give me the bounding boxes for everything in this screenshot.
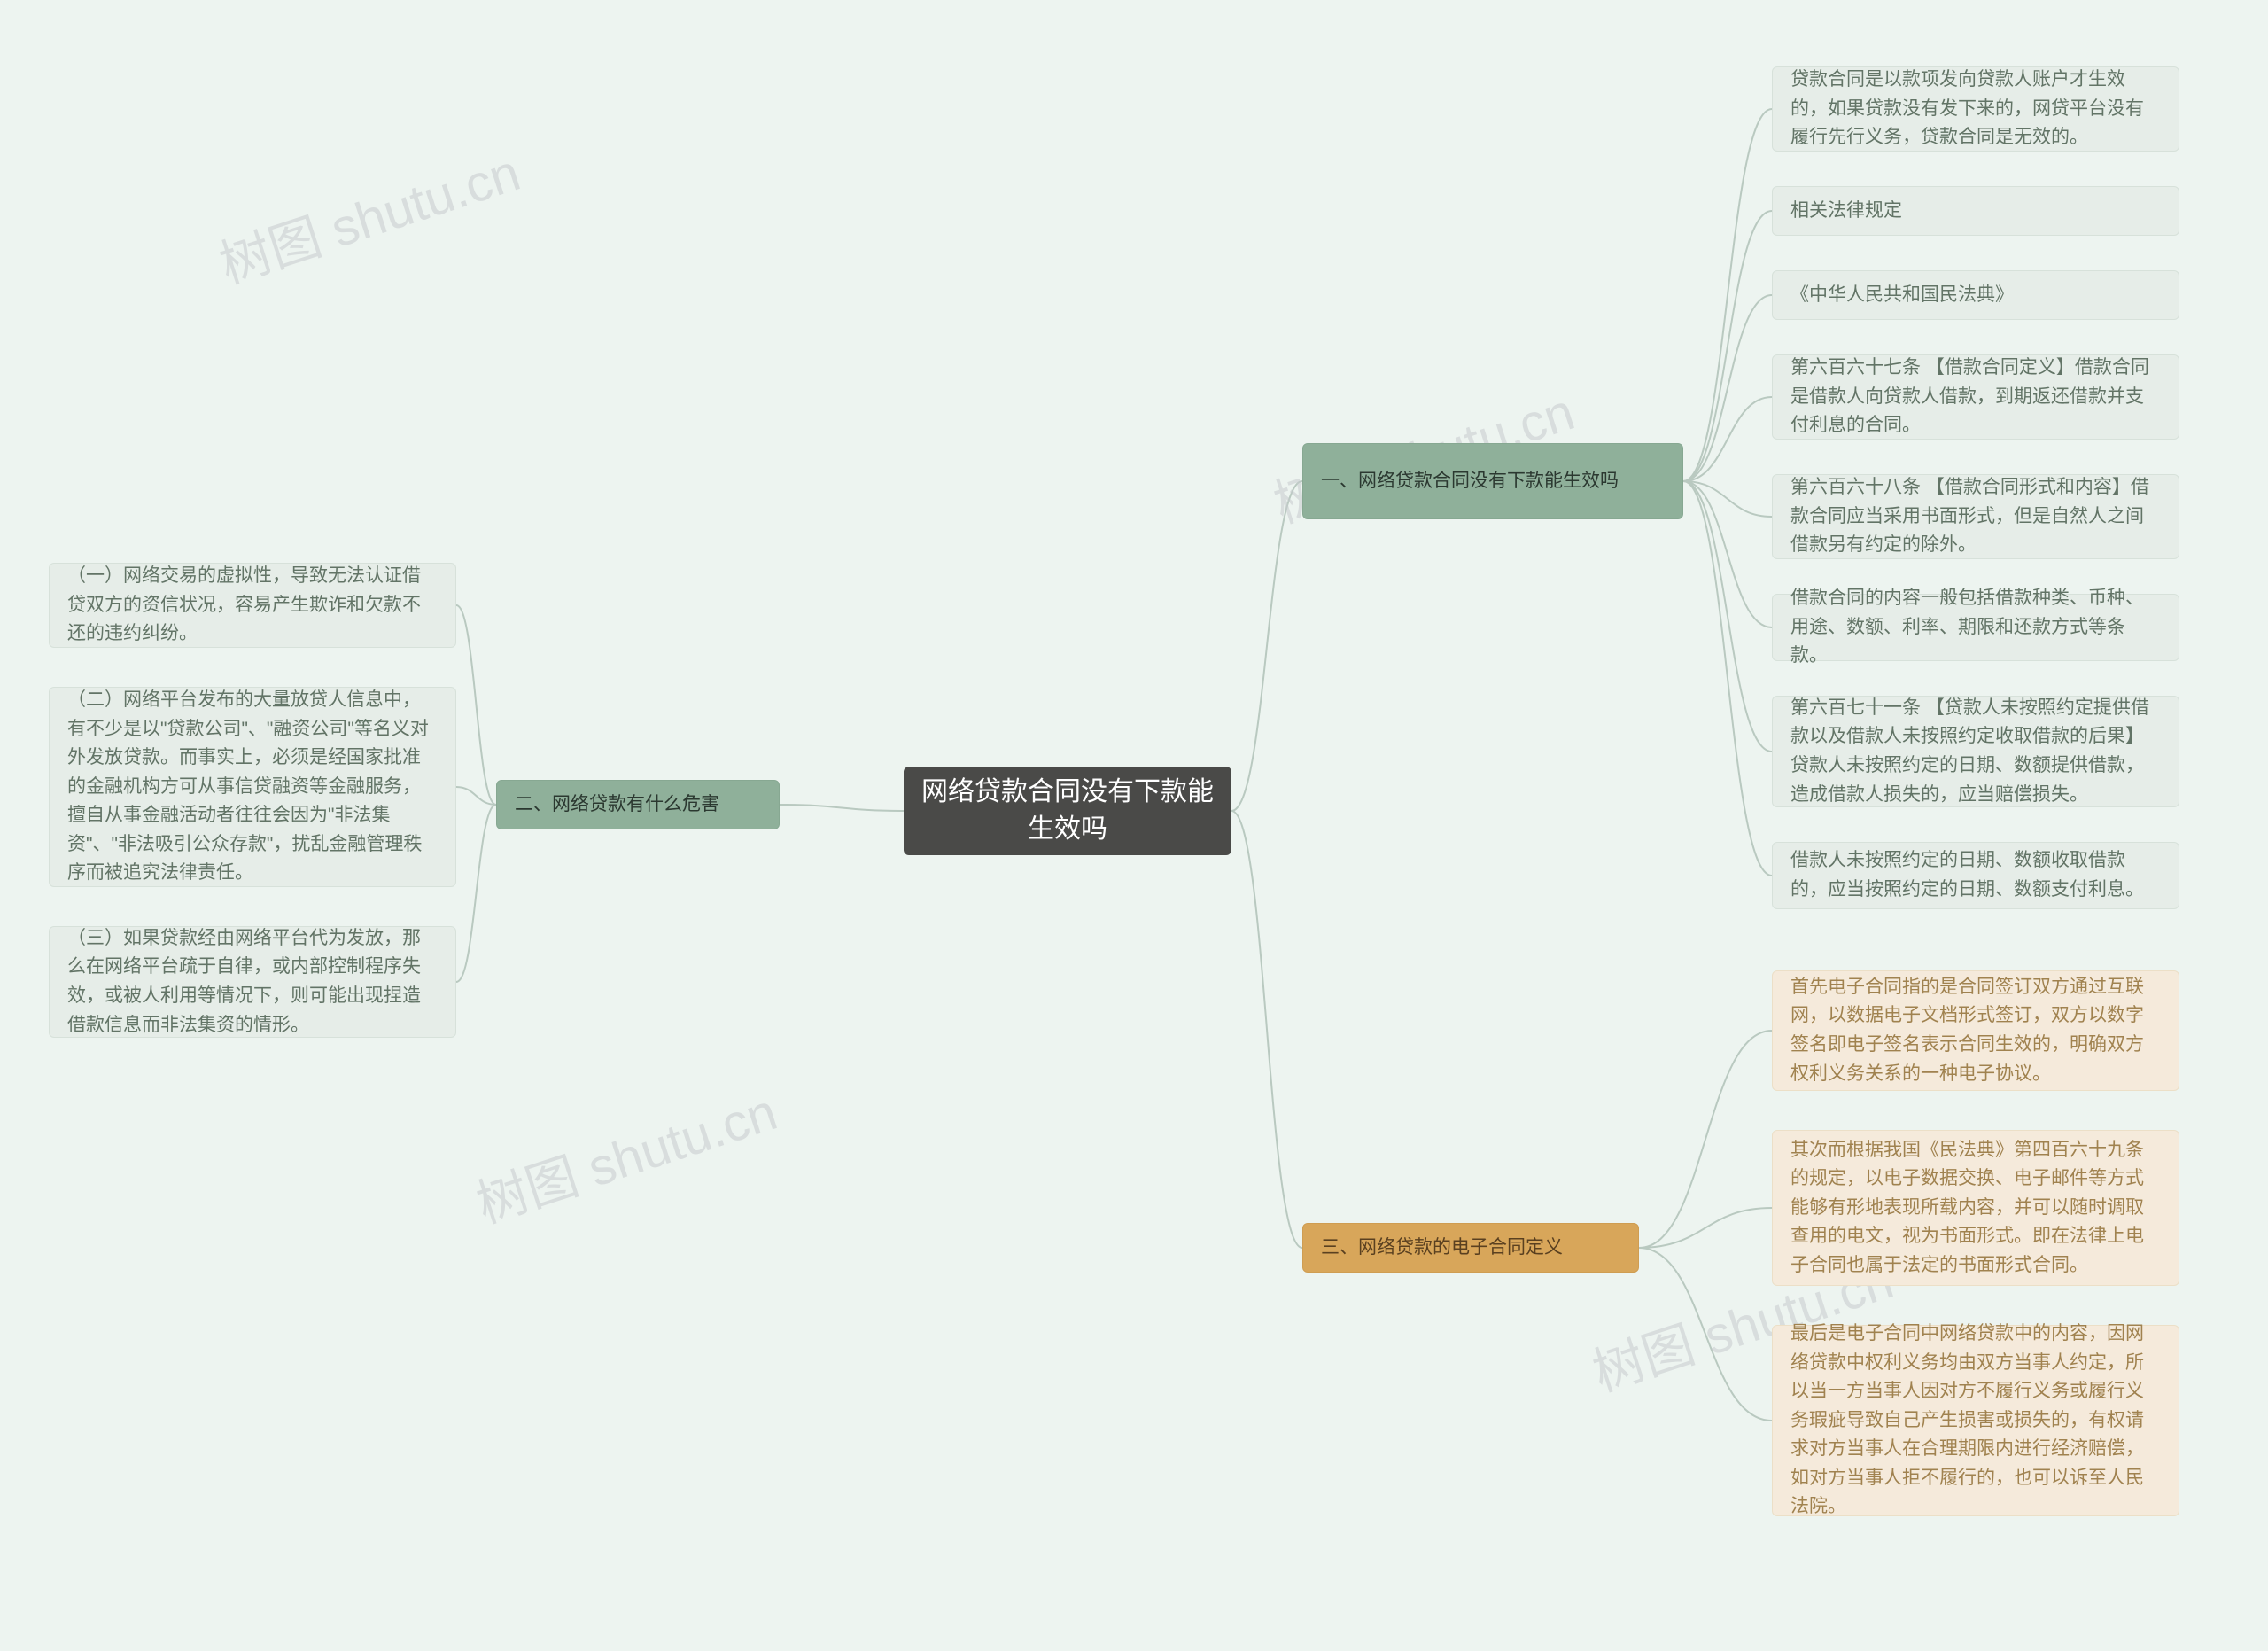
branch-node[interactable]: 三、网络贷款的电子合同定义	[1302, 1223, 1639, 1273]
leaf-node[interactable]: 借款人未按照约定的日期、数额收取借款的，应当按照约定的日期、数额支付利息。	[1772, 842, 2179, 909]
leaf-node[interactable]: 第六百七十一条 【贷款人未按照约定提供借款以及借款人未按照约定收取借款的后果】贷…	[1772, 696, 2179, 807]
leaf-node[interactable]: （三）如果贷款经由网络平台代为发放，那么在网络平台疏于自律，或内部控制程序失效，…	[49, 926, 456, 1038]
branch-node[interactable]: 二、网络贷款有什么危害	[496, 780, 780, 829]
root-node[interactable]: 网络贷款合同没有下款能生效吗	[904, 767, 1231, 855]
leaf-node[interactable]: 最后是电子合同中网络贷款中的内容，因网络贷款中权利义务均由双方当事人约定，所以当…	[1772, 1325, 2179, 1516]
watermark: 树图 shutu.cn	[209, 131, 528, 298]
leaf-node[interactable]: （一）网络交易的虚拟性，导致无法认证借贷双方的资信状况，容易产生欺诈和欠款不还的…	[49, 563, 456, 648]
leaf-node[interactable]: 贷款合同是以款项发向贷款人账户才生效的，如果贷款没有发下来的，网贷平台没有履行先…	[1772, 66, 2179, 152]
leaf-node[interactable]: （二）网络平台发布的大量放贷人信息中，有不少是以"贷款公司"、"融资公司"等名义…	[49, 687, 456, 887]
mindmap-canvas: 树图 shutu.cn树图 shutu.cn树图 shutu.cn树图 shut…	[0, 0, 2268, 1651]
leaf-node[interactable]: 相关法律规定	[1772, 186, 2179, 236]
leaf-node[interactable]: 《中华人民共和国民法典》	[1772, 270, 2179, 320]
branch-node[interactable]: 一、网络贷款合同没有下款能生效吗	[1302, 443, 1683, 519]
leaf-node[interactable]: 首先电子合同指的是合同签订双方通过互联网，以数据电子文档形式签订，双方以数字签名…	[1772, 970, 2179, 1091]
leaf-node[interactable]: 第六百六十八条 【借款合同形式和内容】借款合同应当采用书面形式，但是自然人之间借…	[1772, 474, 2179, 559]
leaf-node[interactable]: 借款合同的内容一般包括借款种类、币种、用途、数额、利率、期限和还款方式等条款。	[1772, 594, 2179, 661]
leaf-node[interactable]: 其次而根据我国《民法典》第四百六十九条的规定，以电子数据交换、电子邮件等方式能够…	[1772, 1130, 2179, 1286]
watermark: 树图 shutu.cn	[466, 1071, 785, 1237]
leaf-node[interactable]: 第六百六十七条 【借款合同定义】借款合同是借款人向贷款人借款，到期返还借款并支付…	[1772, 354, 2179, 440]
